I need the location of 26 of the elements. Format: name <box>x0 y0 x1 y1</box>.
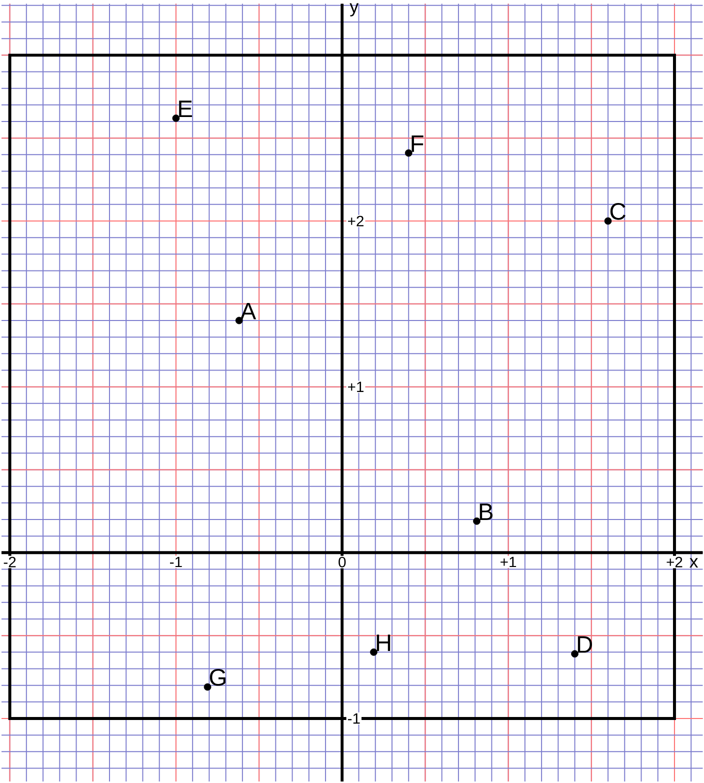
annotation: G <box>210 668 226 686</box>
point <box>571 650 578 658</box>
annotation: F <box>412 135 424 152</box>
y-tick-label: +2 <box>348 216 364 226</box>
y-axis-title: y <box>350 3 358 16</box>
x-axis-title: x <box>689 558 698 568</box>
point <box>172 114 180 122</box>
x-tick-label: -2 <box>4 556 16 568</box>
point <box>472 517 480 525</box>
y-tick-label: +1 <box>348 382 364 392</box>
annotation: A <box>240 302 256 320</box>
annotation: H <box>376 634 390 651</box>
point <box>404 149 412 157</box>
annotation: B <box>480 504 492 520</box>
point <box>204 683 212 691</box>
x-tick-label: +1 <box>500 556 516 568</box>
annotation: D <box>578 636 592 653</box>
x-tick-label: 0 <box>338 556 346 568</box>
point <box>370 648 378 656</box>
annotation: C <box>610 203 626 220</box>
y-tick-label: -1 <box>348 713 360 724</box>
point <box>235 316 243 324</box>
point <box>604 217 612 225</box>
annotation: E <box>179 100 192 118</box>
x-tick-label: -1 <box>170 556 182 568</box>
x-tick-label: +2 <box>666 556 682 568</box>
